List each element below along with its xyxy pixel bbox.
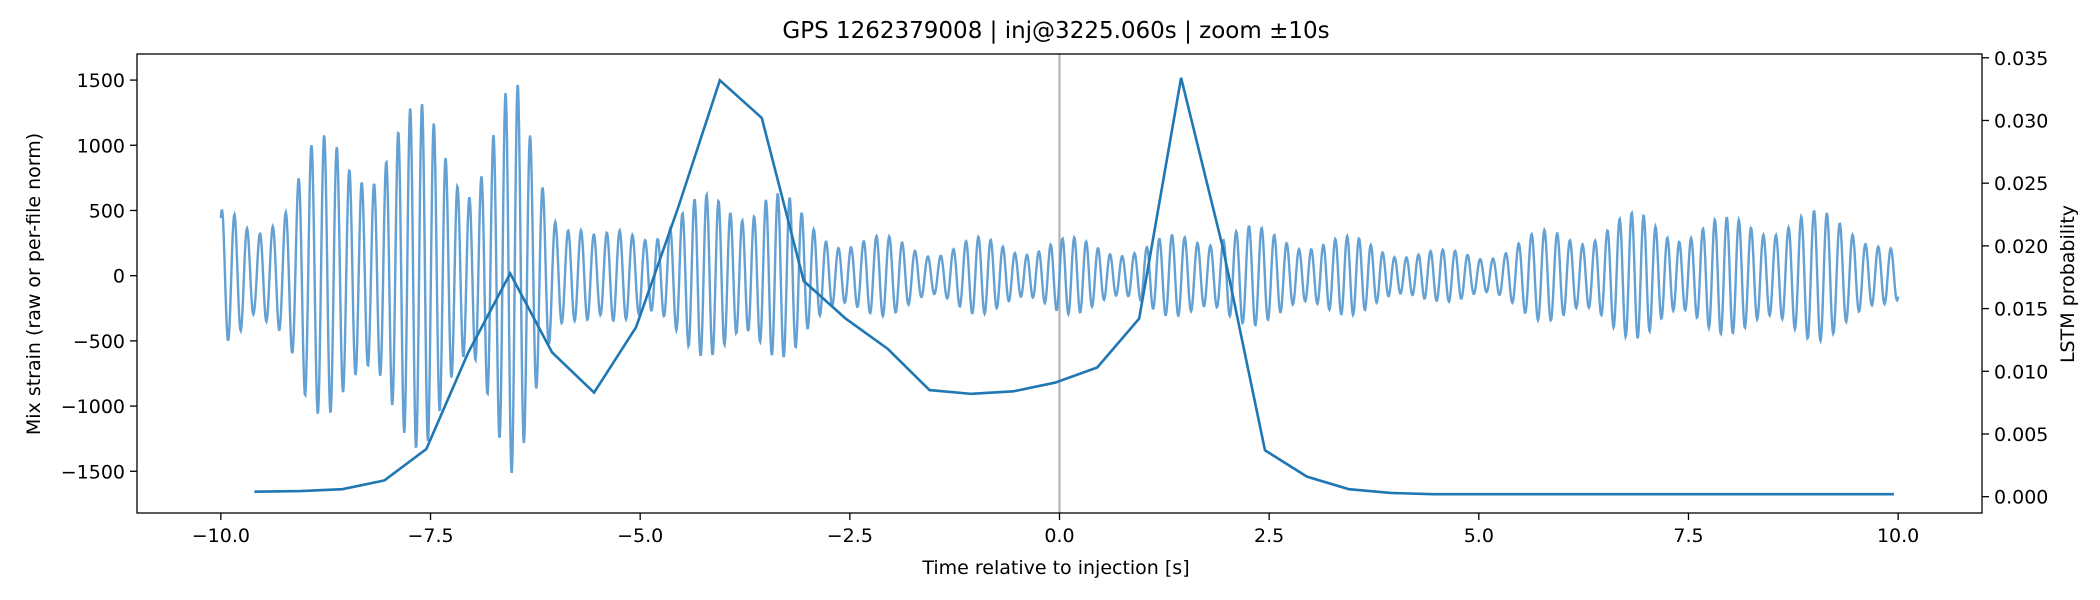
x-axis-label: Time relative to injection [s] <box>921 557 1189 579</box>
y-right-tick-label: 0.000 <box>1994 487 2048 509</box>
plot-frame <box>136 53 1983 514</box>
x-tick-label: 7.5 <box>1673 525 1703 547</box>
y-left-tick-label: −500 <box>73 331 125 353</box>
x-tick-label: 10.0 <box>1877 525 1919 547</box>
x-tick-label: −2.5 <box>827 525 873 547</box>
y-axis-right: 0.000 0.005 0.010 0.015 0.020 0.025 0.030 0.035 <box>1982 48 2048 509</box>
strain-series-line <box>219 84 1900 474</box>
y-axis-left-label: Mix strain (raw or per-file norm) <box>23 133 45 435</box>
x-axis: −10.0 −7.5 −5.0 −2.5 0.0 2.5 5.0 7.5 10.0 <box>192 513 1919 547</box>
plot-area <box>219 54 1900 513</box>
y-right-tick-label: 0.025 <box>1994 173 2048 195</box>
x-tick-label: −5.0 <box>617 525 663 547</box>
y-right-tick-label: 0.015 <box>1994 299 2048 321</box>
y-left-tick-label: 500 <box>89 200 125 222</box>
y-right-tick-label: 0.030 <box>1994 110 2048 132</box>
y-left-tick-label: 1000 <box>77 135 125 157</box>
y-left-tick-label: −1000 <box>61 396 125 418</box>
y-axis-left: −1500 −1000 −500 0 500 1000 1500 <box>61 70 137 483</box>
x-tick-label: 5.0 <box>1464 525 1494 547</box>
y-axis-right-label: LSTM probability <box>2057 205 2079 363</box>
y-right-tick-label: 0.020 <box>1994 236 2048 258</box>
y-right-tick-label: 0.005 <box>1994 424 2048 446</box>
y-right-tick-label: 0.010 <box>1994 361 2048 383</box>
y-left-tick-label: −1500 <box>61 461 125 483</box>
x-tick-label: −7.5 <box>407 525 453 547</box>
lstm-probability-line <box>254 77 1894 496</box>
y-left-tick-label: 1500 <box>77 70 125 92</box>
y-left-tick-label: 0 <box>113 266 125 288</box>
y-right-tick-label: 0.035 <box>1994 48 2048 70</box>
x-tick-label: 2.5 <box>1254 525 1284 547</box>
x-tick-label: −10.0 <box>192 525 250 547</box>
x-tick-label: 0.0 <box>1044 525 1074 547</box>
chart-title: GPS 1262379008 | inj@3225.060s | zoom ±1… <box>782 18 1329 44</box>
